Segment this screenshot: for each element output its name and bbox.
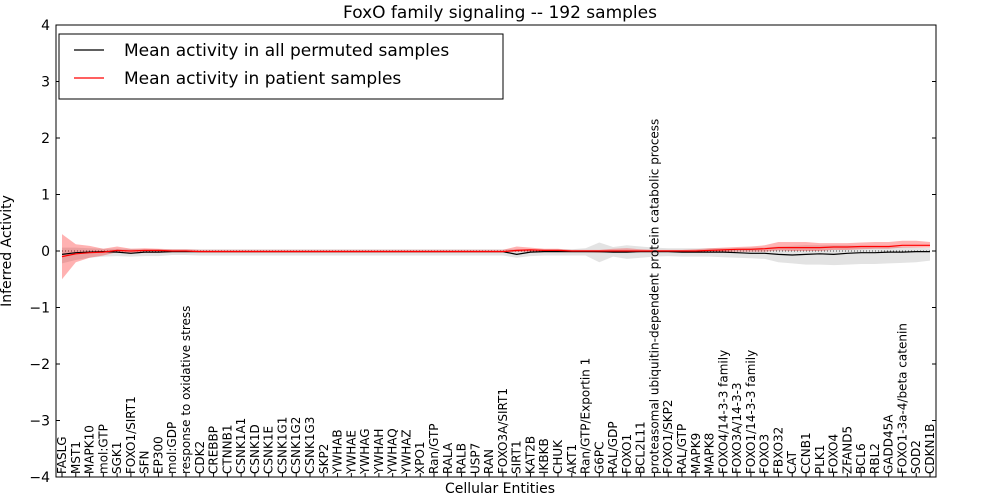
x-tick-label: FOXO4/14-3-3 family bbox=[716, 350, 730, 474]
x-tick-label: RALB bbox=[455, 443, 469, 474]
chart-title: FoxO family signaling -- 192 samples bbox=[343, 3, 657, 23]
x-tick-label: YWHAH bbox=[372, 429, 386, 475]
x-tick-label: USP7 bbox=[468, 443, 482, 474]
x-tick-label: SIRT1 bbox=[510, 440, 524, 474]
x-tick-label: RAN bbox=[482, 449, 496, 474]
x-tick-label: mol:GTP bbox=[96, 424, 110, 474]
legend-label-patient: Mean activity in patient samples bbox=[124, 69, 401, 89]
x-tick-label: FOXO3A/SIRT1 bbox=[496, 388, 510, 474]
x-tick-label: CSNK1D bbox=[248, 424, 262, 474]
y-tick-label: 0 bbox=[41, 244, 50, 260]
x-tick-label: Ran/GTP bbox=[427, 423, 441, 474]
legend-label-permuted: Mean activity in all permuted samples bbox=[124, 41, 449, 61]
x-tick-label: YWHAE bbox=[344, 430, 358, 475]
x-tick-label: response to oxidative stress bbox=[179, 306, 193, 474]
x-tick-label: BCL2L11 bbox=[634, 421, 648, 474]
x-tick-label: EP300 bbox=[151, 436, 165, 474]
x-tick-label: KAT2B bbox=[523, 436, 537, 474]
y-axis-label: Inferred Activity bbox=[0, 195, 15, 307]
x-tick-label: SGK1 bbox=[110, 442, 124, 474]
x-tick-label: SKP2 bbox=[317, 444, 331, 474]
x-tick-label: G6PC bbox=[592, 441, 606, 474]
x-tick-label: YWHAB bbox=[331, 429, 345, 475]
band-permuted bbox=[62, 242, 930, 266]
y-tick-label: −4 bbox=[29, 470, 50, 486]
x-tick-label: FOXO3A/14-3-3 bbox=[730, 382, 744, 474]
x-tick-label: XPO1 bbox=[413, 441, 427, 474]
x-tick-label: YWHAG bbox=[358, 428, 372, 475]
x-tick-label: Ran/GTP/Exportin 1 bbox=[579, 358, 593, 474]
x-tick-label: IKBKB bbox=[537, 438, 551, 474]
x-tick-label: RAL/GTP bbox=[675, 424, 689, 474]
x-tick-label: CSNK1E bbox=[262, 426, 276, 474]
x-tick-label: YWHAQ bbox=[386, 428, 400, 475]
x-tick-label: FOXO1-3a-4/beta catenin bbox=[895, 323, 909, 474]
x-tick-label: RAL/GDP bbox=[606, 421, 620, 474]
x-tick-label: BCL6 bbox=[854, 443, 868, 474]
x-tick-label: MAPK10 bbox=[83, 425, 97, 474]
x-axis-label: Cellular Entities bbox=[445, 481, 555, 497]
x-tick-label: CDK2 bbox=[193, 441, 207, 474]
y-tick-label: −1 bbox=[29, 301, 50, 317]
x-tick-label: FOXO1/SKP2 bbox=[661, 399, 675, 474]
y-tick-label: −2 bbox=[29, 357, 50, 373]
x-tick-label: FOXO1/14-3-3 family bbox=[744, 350, 758, 474]
x-tick-label: GADD45A bbox=[882, 414, 896, 474]
x-tick-label: FASLG bbox=[55, 436, 69, 474]
x-tick-label: CCNB1 bbox=[799, 432, 813, 474]
legend: Mean activity in all permuted samples Me… bbox=[58, 33, 504, 100]
x-tick-label: RBL2 bbox=[868, 443, 882, 474]
x-tick-label: CDKN1B bbox=[923, 424, 937, 474]
y-tick-label: 3 bbox=[41, 75, 50, 91]
x-tick-label: MAPK8 bbox=[703, 433, 717, 474]
x-tick-label: FOXO1/SIRT1 bbox=[124, 396, 138, 474]
x-tick-label: SFN bbox=[138, 451, 152, 475]
x-tick-label: FOXO1 bbox=[620, 434, 634, 474]
x-tick-label: RALA bbox=[441, 442, 455, 474]
x-tick-label: CTNNB1 bbox=[220, 424, 234, 474]
y-tick-label: 1 bbox=[41, 188, 50, 204]
legend-box bbox=[58, 33, 504, 100]
x-tick-label: MST1 bbox=[69, 441, 83, 474]
x-tick-label: mol:GDP bbox=[165, 422, 179, 474]
x-tick-label: FBXO32 bbox=[771, 427, 785, 474]
x-tick-label: SOD2 bbox=[909, 440, 923, 474]
y-tick-label: 2 bbox=[41, 131, 50, 147]
x-tick-label: CREBBP bbox=[207, 426, 221, 474]
x-tick-label: MAPK9 bbox=[689, 433, 703, 474]
x-tick-label: proteasomal ubiquitin-dependent protein … bbox=[647, 119, 661, 474]
y-tick-label: 4 bbox=[41, 18, 50, 34]
x-tick-label: FOXO4 bbox=[827, 434, 841, 474]
x-tick-label: PLK1 bbox=[813, 445, 827, 474]
x-tick-label: CSNK1G1 bbox=[275, 417, 289, 474]
x-tick-label: ZFAND5 bbox=[840, 426, 854, 474]
x-tick-label: FOXO3 bbox=[758, 434, 772, 474]
x-tick-label: CAT bbox=[785, 450, 799, 474]
x-tick-label: AKT1 bbox=[565, 444, 579, 474]
series-line-patient bbox=[61, 244, 930, 258]
x-tick-label: CSNK1A1 bbox=[234, 418, 248, 474]
x-tick-label: CSNK1G2 bbox=[289, 417, 303, 474]
x-tick-label: YWHAZ bbox=[399, 429, 413, 475]
x-tick-label: CHUK bbox=[551, 439, 565, 474]
y-tick-label: −3 bbox=[29, 414, 50, 430]
x-tick-label: CSNK1G3 bbox=[303, 417, 317, 474]
